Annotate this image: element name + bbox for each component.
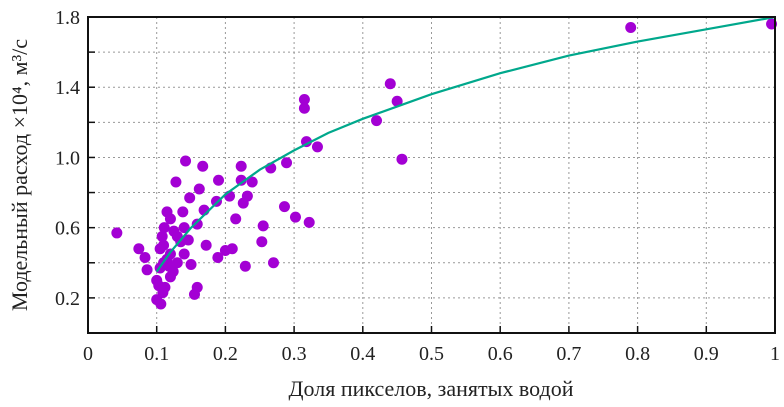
- data-point: [153, 280, 165, 292]
- data-point: [133, 243, 145, 255]
- fit-curve: [155, 15, 776, 273]
- data-point: [281, 157, 293, 169]
- data-point: [298, 94, 310, 106]
- data-point: [197, 160, 209, 172]
- x-tick-label: 0.6: [488, 343, 513, 365]
- data-point: [210, 195, 222, 207]
- data-point: [289, 211, 301, 223]
- data-point: [141, 264, 153, 276]
- data-point: [257, 220, 269, 232]
- x-tick-label: 0.5: [419, 343, 444, 365]
- y-axis-label: Модельный расход ×10⁴, м³/с: [7, 39, 32, 311]
- x-tick-label: 0.1: [144, 343, 169, 365]
- data-point: [267, 257, 279, 269]
- x-tick-label: 0.3: [282, 343, 307, 365]
- data-point: [371, 115, 383, 127]
- data-point: [151, 294, 163, 306]
- data-point: [235, 174, 247, 186]
- x-tick-label: 0.9: [694, 343, 719, 365]
- data-point: [139, 252, 151, 264]
- data-point: [219, 244, 231, 256]
- data-point: [239, 260, 251, 272]
- data-point: [256, 236, 268, 248]
- data-point: [213, 174, 225, 186]
- data-point: [200, 239, 212, 251]
- data-point: [168, 225, 180, 237]
- data-point: [158, 222, 170, 234]
- y-tick-label: 1.8: [55, 7, 80, 29]
- points-layer: [111, 18, 778, 310]
- data-point: [163, 260, 175, 272]
- x-tick-label: 0.7: [556, 343, 581, 365]
- data-point: [235, 160, 247, 172]
- data-point: [164, 271, 176, 283]
- x-tick-label: 0.2: [213, 343, 238, 365]
- data-point: [625, 22, 637, 34]
- data-point: [191, 218, 203, 230]
- data-point: [171, 257, 183, 269]
- data-point: [177, 206, 189, 218]
- grid: [88, 17, 775, 333]
- y-tick-label: 1.0: [55, 147, 80, 169]
- data-point: [178, 248, 190, 260]
- x-tick-label: 1: [770, 343, 780, 365]
- data-point: [191, 281, 203, 293]
- data-point: [164, 213, 176, 225]
- data-point: [303, 216, 315, 228]
- fit-curve-layer: [155, 15, 776, 273]
- data-point: [185, 259, 197, 271]
- data-point: [111, 227, 123, 239]
- data-point: [278, 201, 290, 213]
- x-tick-label: 0.8: [625, 343, 650, 365]
- data-point: [212, 252, 224, 264]
- data-point: [384, 78, 396, 90]
- x-tick-label: 0: [83, 343, 93, 365]
- data-point: [311, 141, 323, 153]
- x-tick-label: 0.4: [350, 343, 375, 365]
- data-point: [170, 176, 182, 188]
- data-point: [193, 183, 205, 195]
- y-tick-label: 0.6: [55, 218, 80, 240]
- ticks: 0 0.1 0.2 0.3 0.4 0.5 0.6 0.7 0.8 0.9 1 0.2 0.6 1.0 1.…: [55, 7, 780, 365]
- data-point: [396, 153, 408, 165]
- data-point: [298, 102, 310, 114]
- data-point: [391, 95, 403, 107]
- data-point: [241, 190, 253, 202]
- data-point: [246, 176, 258, 188]
- y-tick-label: 1.4: [55, 77, 80, 99]
- plot-frame: [87, 16, 776, 334]
- data-point: [180, 155, 192, 167]
- y-tick-label: 0.2: [55, 288, 80, 310]
- data-point: [158, 239, 170, 251]
- x-axis-label: Доля пикселов, занятых водой: [289, 376, 574, 401]
- data-point: [178, 222, 190, 234]
- data-point: [156, 230, 168, 242]
- data-point: [230, 213, 242, 225]
- data-point: [184, 192, 196, 204]
